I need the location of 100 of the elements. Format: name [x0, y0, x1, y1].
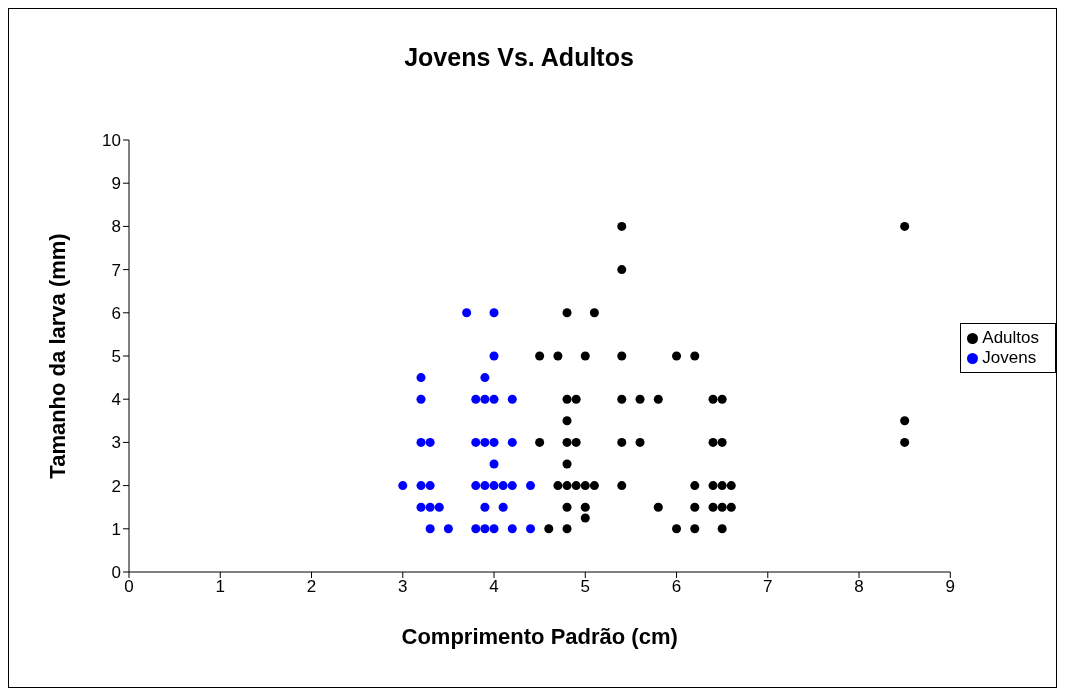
point — [489, 394, 499, 404]
point — [471, 481, 481, 491]
point — [416, 502, 426, 512]
x-tick-label: 9 — [945, 577, 956, 597]
point — [507, 437, 517, 447]
point — [672, 524, 682, 534]
point — [489, 351, 499, 361]
point — [717, 524, 727, 534]
point — [480, 524, 490, 534]
point — [708, 481, 718, 491]
point — [708, 502, 718, 512]
point — [562, 481, 572, 491]
y-tick-label: 2 — [111, 476, 121, 496]
point — [416, 394, 426, 404]
y-tick-label: 0 — [111, 563, 121, 583]
point — [535, 351, 545, 361]
point — [653, 502, 663, 512]
point — [480, 437, 490, 447]
point — [425, 481, 435, 491]
y-tick-label: 7 — [111, 260, 121, 280]
point — [717, 394, 727, 404]
point — [480, 373, 490, 383]
point — [562, 459, 572, 469]
point — [635, 437, 645, 447]
y-tick-label: 8 — [111, 217, 121, 237]
point — [489, 524, 499, 534]
point — [562, 437, 572, 447]
point — [416, 373, 426, 383]
point — [553, 351, 563, 361]
point — [900, 437, 910, 447]
point — [535, 437, 545, 447]
point — [507, 481, 517, 491]
x-tick-label: 2 — [306, 577, 317, 597]
point — [480, 481, 490, 491]
point — [507, 394, 517, 404]
point — [726, 481, 736, 491]
point — [635, 394, 645, 404]
point — [672, 351, 682, 361]
point — [562, 416, 572, 426]
point — [425, 524, 435, 534]
point — [690, 481, 700, 491]
point — [690, 502, 700, 512]
point — [690, 524, 700, 534]
point — [617, 394, 627, 404]
point — [580, 351, 590, 361]
point — [900, 221, 910, 231]
point — [571, 394, 581, 404]
point — [443, 524, 453, 534]
y-tick-label: 5 — [111, 347, 121, 367]
y-tick-label: 1 — [111, 519, 121, 539]
point — [480, 394, 490, 404]
point — [580, 502, 590, 512]
point — [471, 524, 481, 534]
x-tick-label: 6 — [671, 577, 682, 597]
point — [471, 437, 481, 447]
point — [462, 308, 472, 318]
point — [708, 437, 718, 447]
point — [553, 481, 563, 491]
point — [425, 502, 435, 512]
point — [425, 437, 435, 447]
point — [526, 481, 536, 491]
point — [498, 502, 508, 512]
point — [571, 437, 581, 447]
x-tick-label: 0 — [124, 577, 134, 597]
point — [690, 351, 700, 361]
point — [526, 524, 536, 534]
x-tick-label: 3 — [398, 577, 408, 597]
point — [544, 524, 554, 534]
point — [580, 513, 590, 523]
point — [562, 524, 572, 534]
x-tick-label: 5 — [580, 577, 591, 597]
point — [507, 524, 517, 534]
y-tick-label: 4 — [111, 390, 121, 410]
y-axis-title: Tamanho da larva (mm) — [44, 233, 70, 479]
point — [489, 459, 499, 469]
point — [708, 394, 718, 404]
point — [498, 481, 508, 491]
point — [617, 481, 627, 491]
point — [471, 394, 481, 404]
point — [480, 502, 490, 512]
point — [416, 437, 426, 447]
point — [589, 481, 599, 491]
point — [726, 502, 736, 512]
point — [562, 502, 572, 512]
y-tick-label: 6 — [111, 303, 121, 323]
x-tick-label: 1 — [215, 577, 225, 597]
point — [571, 481, 581, 491]
x-tick-label: 4 — [489, 577, 499, 597]
legend-label: Jovens — [982, 348, 1037, 367]
point — [900, 416, 910, 426]
point — [562, 394, 572, 404]
point — [416, 481, 426, 491]
y-tick-label: 3 — [111, 433, 121, 453]
point — [617, 221, 627, 231]
x-axis-title: Comprimento Padrão (cm) — [401, 624, 678, 649]
point — [398, 481, 408, 491]
point — [589, 308, 599, 318]
point — [489, 437, 499, 447]
point — [653, 394, 663, 404]
point — [717, 437, 727, 447]
